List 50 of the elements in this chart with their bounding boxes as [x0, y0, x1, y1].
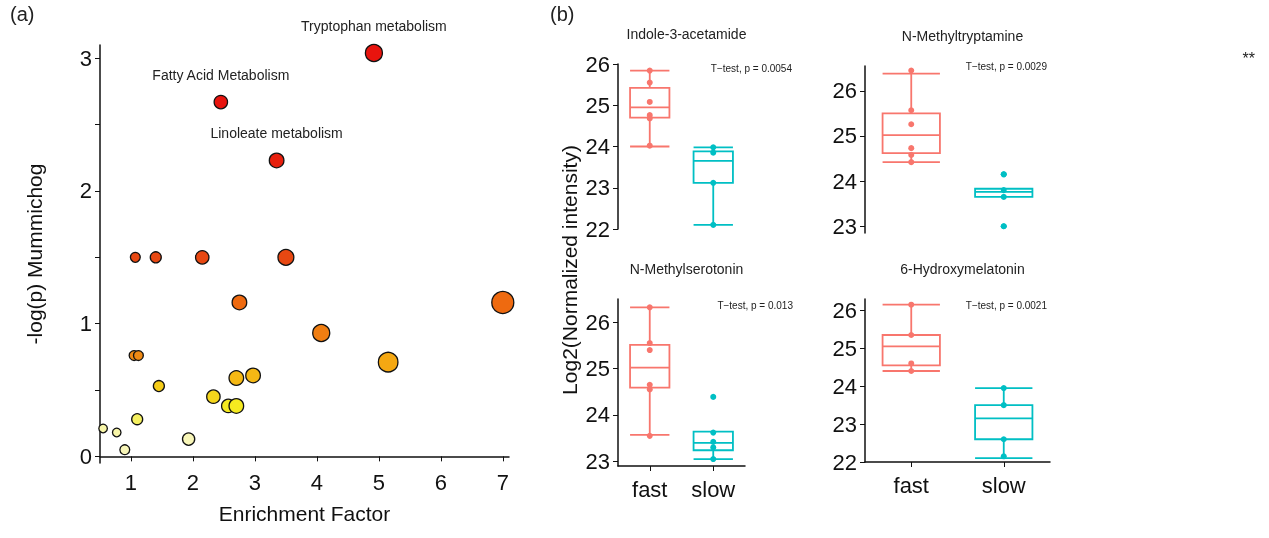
y-axis-title: -log(p) Mummichog: [23, 163, 46, 345]
y-tick-label: 1: [79, 311, 92, 337]
annotation: Tryptophan metabolism: [301, 17, 447, 34]
x-tick-label: 3: [248, 469, 262, 495]
annotation: T−test, p = 0.0029: [965, 60, 1048, 72]
y-tick-label: 25: [832, 335, 857, 361]
y-axis-title: Log2(Normalized intensity): [558, 145, 582, 395]
y-tick-label: 26: [832, 78, 857, 104]
text: (b): [550, 3, 575, 25]
x-tick-label: slow: [691, 476, 736, 502]
annotation: T−test, p = 0.013: [717, 299, 794, 311]
y-tick-label: 22: [832, 449, 857, 475]
y-tick-label: 23: [832, 213, 857, 239]
x-tick-label: 5: [372, 469, 385, 495]
y-tick-label: 24: [832, 373, 857, 399]
y-tick-label: 26: [585, 51, 610, 77]
y-tick-label: 26: [585, 309, 610, 335]
annotation: T−test, p = 0.0054: [710, 62, 793, 74]
y-tick-label: 22: [585, 216, 610, 242]
y-tick-label: 23: [585, 175, 610, 201]
y-tick-label: 25: [585, 92, 610, 118]
y-tick-label: 3: [79, 45, 92, 71]
x-tick-label: 7: [496, 469, 509, 495]
y-tick-label: 24: [585, 134, 610, 159]
annotation: Linoleate metabolism: [210, 125, 343, 142]
x-tick-label: fast: [632, 476, 668, 502]
chart-title: 6-Hydroxymelatonin: [900, 261, 1025, 277]
text: (a): [10, 3, 35, 25]
y-tick-label: 24: [585, 402, 610, 428]
x-tick-label: 4: [310, 469, 324, 495]
chart-title: N-Methylserotonin: [629, 261, 744, 277]
y-tick-label: 23: [832, 411, 857, 437]
x-tick-label: fast: [893, 472, 929, 498]
annotation: Fatty Acid Metabolism: [152, 67, 290, 84]
y-tick-label: 26: [832, 297, 857, 323]
x-tick-label: 6: [434, 469, 447, 495]
chart-title: Indole-3-acetamide: [626, 26, 747, 42]
x-tick-label: 2: [186, 469, 200, 495]
x-tick-label: 1: [124, 469, 138, 495]
chart-title: N-Methyltryptamine: [901, 28, 1024, 44]
y-tick-label: 25: [585, 356, 610, 382]
y-tick-label: 23: [585, 448, 610, 474]
text: **: [1242, 49, 1255, 67]
y-tick-label: 24: [832, 168, 857, 194]
x-axis-title: Enrichment Factor: [218, 502, 391, 525]
y-tick-label: 2: [79, 178, 92, 204]
x-tick-label: slow: [981, 472, 1026, 498]
y-tick-label: 25: [832, 123, 857, 149]
annotation: T−test, p = 0.0021: [965, 299, 1048, 311]
y-tick-label: 0: [79, 443, 92, 469]
